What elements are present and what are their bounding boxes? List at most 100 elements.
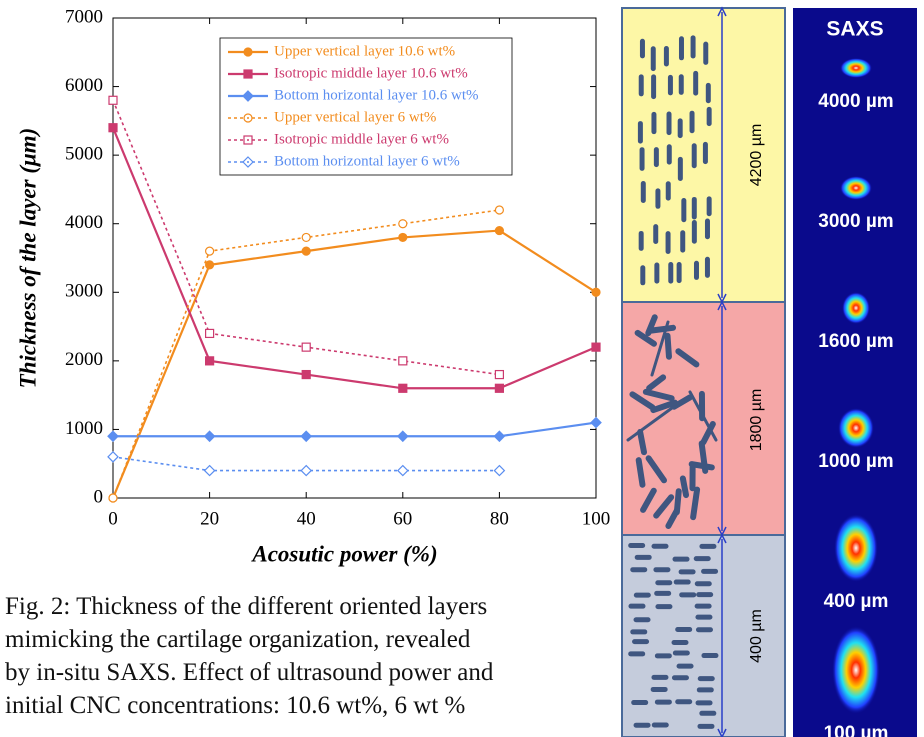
saxs-label: 400 µm: [824, 591, 889, 612]
marker: [494, 205, 504, 215]
cnc-rod: [646, 374, 667, 392]
caption-line: by in-situ SAXS. Effect of ultrasound po…: [5, 659, 494, 686]
marker-dot: [247, 117, 249, 119]
legend-label: Bottom horizontal layer 6 wt%: [274, 153, 460, 169]
series-line: [111, 229, 597, 499]
saxs-pattern: [840, 58, 872, 78]
marker: [107, 451, 119, 463]
y-tick-label: 7000: [65, 6, 103, 27]
marker: [108, 493, 118, 503]
saxs-label: 100 µm: [824, 723, 889, 737]
cnc-rod: [637, 428, 648, 456]
cnc-rod: [626, 406, 674, 442]
saxs-panel: SAXS 4000 µm 3000 µm 1600 µm 1000 µm 400 µm 1…: [793, 8, 917, 737]
marker: [398, 219, 408, 229]
cnc-rod: [665, 507, 680, 529]
marker: [396, 430, 409, 443]
x-tick-label: 60: [393, 508, 412, 529]
saxs-pattern: [840, 176, 872, 200]
y-tick-label: 1000: [65, 418, 103, 439]
y-tick-label: 6000: [65, 75, 103, 96]
marker: [396, 464, 409, 477]
marker: [494, 383, 504, 393]
layer-label: 400 µm: [748, 609, 765, 663]
saxs-pattern: [838, 408, 874, 448]
plot-frame: [112, 17, 597, 499]
cnc-rod: [650, 399, 678, 414]
legend-label: Upper vertical layer 6 wt%: [274, 109, 436, 125]
cnc-rod: [664, 332, 672, 360]
cnc-rod: [688, 461, 715, 471]
saxs-pattern: [832, 626, 880, 714]
x-tick-label: 40: [297, 508, 316, 529]
cnc-rod: [675, 348, 700, 368]
x-tick-label: 100: [582, 508, 611, 529]
cnc-rod: [653, 494, 675, 519]
marker: [242, 90, 254, 102]
marker: [108, 95, 118, 105]
marker: [494, 369, 504, 380]
x-tick-label: 20: [200, 508, 219, 529]
marker: [493, 430, 506, 443]
marker: [300, 430, 313, 443]
marker-dot: [247, 139, 249, 141]
cnc-rod: [640, 487, 657, 513]
marker: [205, 328, 215, 339]
cnc-rod: [648, 324, 677, 334]
marker: [493, 464, 506, 477]
y-tick-label: 5000: [65, 144, 103, 165]
marker: [243, 47, 253, 57]
legend-box: [219, 37, 513, 176]
marker: [301, 232, 311, 243]
cnc-rod: [642, 388, 675, 402]
marker: [205, 260, 215, 270]
cnc-rod: [700, 421, 716, 446]
marker: [205, 356, 215, 366]
cnc-rod: [634, 329, 657, 347]
saxs-label: 1000 µm: [818, 451, 893, 472]
cnc-rod: [679, 475, 690, 499]
y-tick-label: 3000: [65, 281, 103, 302]
marker: [591, 342, 601, 352]
marker: [243, 69, 253, 79]
x-axis-label: Acosutic power (%): [250, 541, 437, 566]
marker: [203, 464, 216, 477]
marker: [398, 383, 408, 393]
saxs-label: 1600 µm: [818, 331, 893, 352]
marker: [494, 225, 504, 236]
cnc-rod: [645, 455, 668, 484]
caption-line: Fig. 2: Thickness of the different orien…: [5, 593, 488, 620]
cnc-rod: [629, 391, 656, 411]
layer-label: 1800 µm: [748, 389, 765, 452]
layer-label: 4200 µm: [748, 124, 765, 187]
y-tick-label: 2000: [65, 349, 103, 370]
legend-label: Isotropic middle layer 10.6 wt%: [274, 65, 468, 81]
caption-line: initial CNC concentrations: 10.6 wt%, 6 …: [5, 692, 466, 719]
x-tick-label: 0: [108, 508, 118, 529]
marker: [398, 356, 408, 366]
legend-label: Upper vertical layer 10.6 wt%: [274, 43, 455, 59]
marker: [300, 464, 313, 477]
y-tick-label: 4000: [65, 212, 103, 233]
marker: [205, 246, 215, 256]
marker-dot: [247, 161, 249, 163]
saxs-background: [793, 8, 917, 737]
marker: [203, 430, 216, 443]
marker: [301, 342, 311, 352]
saxs-label: 4000 µm: [818, 91, 893, 112]
saxs-title: SAXS: [826, 18, 883, 41]
legend-label: Isotropic middle layer 6 wt%: [274, 131, 449, 147]
y-tick-label: 0: [94, 486, 104, 507]
saxs-pattern: [842, 292, 870, 324]
y-axis-label: Thickness of the layer (μm): [15, 128, 40, 389]
marker: [301, 246, 311, 256]
cnc-rod: [688, 390, 718, 442]
marker: [108, 123, 118, 133]
series-line: [113, 421, 597, 438]
marker: [590, 416, 602, 429]
cnc-rod: [671, 394, 693, 410]
arrow-heads: [717, 6, 727, 737]
layer-diagram: 4200 µm 1800 µm 400 µm: [621, 6, 786, 737]
